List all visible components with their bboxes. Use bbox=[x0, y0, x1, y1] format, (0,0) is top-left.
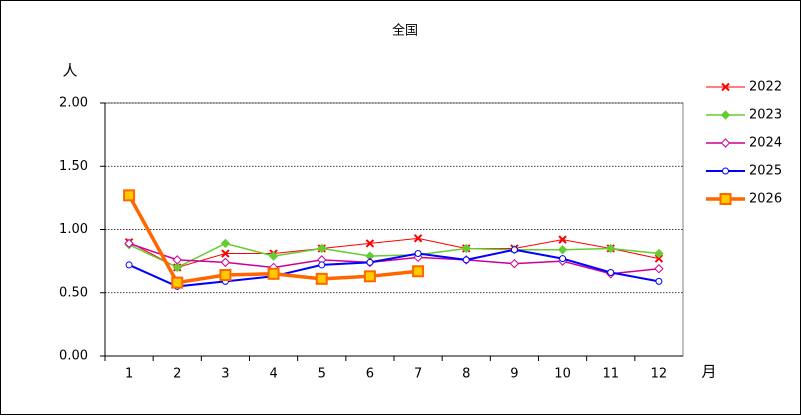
data-point bbox=[559, 255, 567, 263]
data-point bbox=[267, 267, 280, 280]
x-tick-label: 7 bbox=[414, 367, 422, 382]
data-point bbox=[172, 255, 182, 265]
data-point bbox=[315, 272, 328, 285]
data-point bbox=[412, 265, 425, 278]
data-point bbox=[171, 276, 184, 289]
data-point bbox=[461, 243, 471, 254]
data-point bbox=[123, 189, 136, 202]
data-point bbox=[606, 243, 616, 254]
x-tick-label: 9 bbox=[510, 367, 518, 382]
legend-label: 2023 bbox=[749, 108, 782, 123]
data-point bbox=[462, 256, 470, 264]
data-point bbox=[654, 248, 664, 259]
data-point bbox=[510, 246, 518, 254]
y-tick-label: 2.00 bbox=[59, 96, 88, 111]
data-point bbox=[221, 249, 230, 258]
x-tick-label: 6 bbox=[366, 367, 374, 382]
x-tick-label: 5 bbox=[318, 367, 326, 382]
legend-label: 2025 bbox=[749, 164, 782, 179]
legend-label: 2026 bbox=[749, 192, 782, 207]
y-tick-label: 1.50 bbox=[59, 159, 88, 174]
data-point bbox=[317, 243, 327, 254]
data-point bbox=[607, 269, 615, 277]
data-point bbox=[366, 258, 374, 266]
data-point bbox=[363, 270, 376, 283]
y-axis-label: 人 bbox=[62, 62, 77, 80]
x-tick-label: 8 bbox=[462, 367, 470, 382]
data-point bbox=[655, 277, 663, 285]
data-point bbox=[654, 254, 664, 263]
data-point bbox=[413, 234, 423, 243]
data-point bbox=[220, 238, 231, 249]
x-axis-label: 月 bbox=[701, 363, 716, 381]
data-point bbox=[172, 262, 182, 273]
legend-marker bbox=[719, 193, 732, 205]
y-tick-label: 1.00 bbox=[59, 222, 88, 237]
data-point bbox=[124, 238, 134, 249]
series-line bbox=[128, 248, 660, 288]
data-point bbox=[268, 251, 279, 261]
series-line bbox=[128, 237, 660, 268]
legend-marker bbox=[720, 110, 731, 120]
legend-label: 2024 bbox=[749, 136, 782, 151]
data-point bbox=[558, 235, 567, 244]
x-tick-label: 2 bbox=[173, 367, 181, 382]
chart-title: 全国 bbox=[392, 23, 418, 39]
series-line bbox=[128, 242, 659, 269]
data-point bbox=[365, 239, 375, 248]
data-point bbox=[557, 245, 568, 255]
legend-marker bbox=[722, 167, 729, 175]
data-point bbox=[125, 261, 133, 269]
y-tick-label: 0.00 bbox=[59, 349, 88, 364]
x-tick-label: 1 bbox=[125, 367, 133, 382]
data-point bbox=[654, 264, 664, 274]
data-point bbox=[219, 269, 232, 282]
y-tick-label: 0.50 bbox=[59, 285, 88, 300]
x-tick-label: 12 bbox=[651, 367, 668, 382]
x-tick-label: 10 bbox=[554, 367, 571, 382]
data-point bbox=[220, 257, 231, 268]
data-point bbox=[414, 250, 422, 258]
data-point bbox=[509, 258, 520, 269]
x-tick-label: 4 bbox=[269, 367, 277, 382]
legend-marker bbox=[721, 82, 730, 92]
data-point bbox=[318, 261, 326, 269]
legend-label: 2022 bbox=[749, 80, 782, 95]
x-tick-label: 11 bbox=[602, 367, 619, 382]
x-tick-label: 3 bbox=[221, 367, 229, 382]
legend-marker bbox=[720, 138, 731, 148]
series-line bbox=[128, 242, 659, 275]
